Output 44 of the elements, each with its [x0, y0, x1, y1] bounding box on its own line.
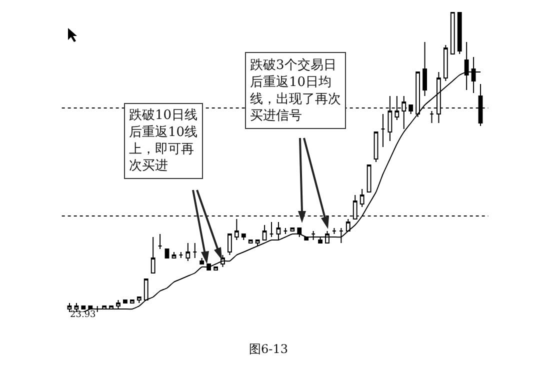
candlestick — [346, 218, 350, 232]
candlestick — [276, 222, 281, 240]
candlestick — [269, 222, 274, 238]
candlestick — [380, 114, 386, 148]
candlestick — [311, 230, 316, 240]
candlestick — [248, 240, 253, 244]
candlestick — [430, 110, 434, 124]
candlestick — [318, 236, 322, 244]
candlestick — [457, 12, 462, 54]
candlestick — [158, 234, 162, 250]
candlestick — [116, 300, 120, 310]
candlestick — [123, 300, 128, 304]
candlestick — [338, 228, 344, 244]
candlestick — [214, 266, 218, 270]
caption: 图6-13 — [249, 342, 288, 356]
candlestick — [332, 228, 336, 234]
candlestick — [422, 42, 427, 96]
candlestick — [81, 306, 86, 310]
annotation: 23.93 — [70, 310, 96, 320]
candlestick — [325, 230, 330, 244]
candlestick — [297, 228, 302, 238]
candlestick — [443, 44, 448, 82]
candlestick — [241, 234, 246, 240]
candlestick — [283, 228, 288, 234]
candlestick — [130, 300, 134, 304]
candlestick — [360, 188, 364, 208]
candlestick — [290, 228, 295, 232]
candlestick — [178, 252, 184, 258]
candlestick — [255, 240, 260, 246]
annotation: 跌破10日线后重返10线上，即可再次买进 — [129, 108, 198, 174]
candlestick — [450, 12, 455, 54]
candlestick — [150, 236, 156, 274]
candlestick — [186, 242, 190, 262]
candlestick — [192, 242, 198, 258]
candlestick — [228, 234, 232, 256]
candlestick — [234, 218, 239, 240]
candlestick — [200, 258, 204, 264]
candlestick — [144, 278, 148, 300]
candlestick — [262, 224, 267, 240]
candlestick — [366, 164, 372, 192]
candlestick — [374, 132, 378, 162]
annotation: 跌破3个交易日后重返10日均线，出现了再次买进信号 — [250, 57, 341, 124]
candlestick — [172, 252, 176, 258]
candlestick — [136, 296, 142, 304]
